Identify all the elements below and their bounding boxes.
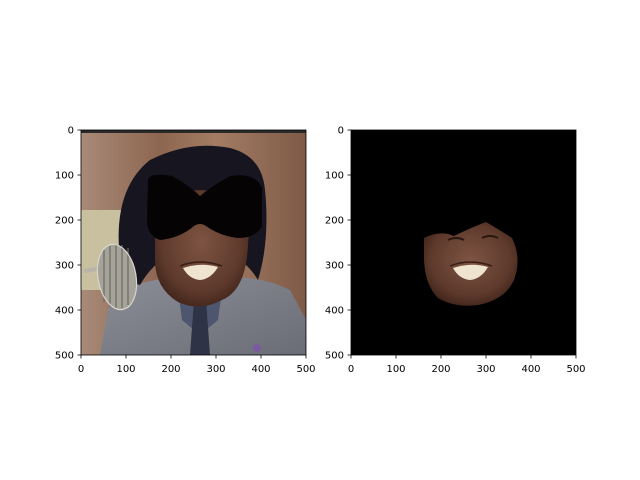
eye-mask [147, 174, 262, 240]
right-ytick-label: 400 [325, 306, 344, 317]
right-image-panel: 0 100 200 300 400 500 0 100 200 300 400 500 [325, 126, 586, 376]
left-ytick-label: 500 [55, 351, 74, 362]
top-edge [81, 130, 306, 133]
face-teeth [453, 264, 488, 280]
left-xtick-label: 200 [161, 364, 180, 375]
right-axes-frame [350, 129, 577, 356]
right-ytick-label: 500 [325, 351, 344, 362]
right-axes-ticks: 0 100 200 300 400 500 0 100 200 300 400 500 [325, 126, 586, 376]
left-xtick-label: 100 [116, 364, 135, 375]
right-ytick-label: 200 [325, 216, 344, 227]
tie [190, 300, 210, 355]
microphone [83, 243, 138, 311]
right-xtick-label: 400 [521, 364, 540, 375]
face-left-eye [447, 237, 465, 241]
left-ytick-label: 400 [55, 306, 74, 317]
right-ytick-label: 0 [338, 126, 344, 137]
upper-lip [179, 261, 223, 267]
left-ytick-label: 0 [68, 126, 74, 137]
left-axes-frame [80, 129, 307, 356]
left-ytick-label: 100 [55, 171, 74, 182]
right-ytick-label: 100 [325, 171, 344, 182]
face-upper-lip [449, 261, 493, 267]
left-xtick-label: 400 [251, 364, 270, 375]
left-xtick-label: 0 [78, 364, 84, 375]
left-ytick-label: 200 [55, 216, 74, 227]
left-image-panel: 0 100 200 300 400 500 0 100 200 300 400 500 [55, 126, 316, 376]
right-ytick-label: 300 [325, 261, 344, 272]
right-xtick-label: 500 [566, 364, 585, 375]
face-right-eye [481, 235, 499, 239]
right-xtick-label: 200 [431, 364, 450, 375]
face-region [424, 222, 518, 306]
teeth [183, 264, 218, 280]
right-xtick-label: 100 [386, 364, 405, 375]
right-xtick-label: 300 [476, 364, 495, 375]
left-xtick-label: 300 [206, 364, 225, 375]
left-xtick-label: 500 [296, 364, 315, 375]
original-photo [81, 130, 306, 355]
lapel-pin [253, 344, 261, 352]
right-xtick-label: 0 [348, 364, 354, 375]
segmented-face [351, 130, 576, 355]
left-ytick-label: 300 [55, 261, 74, 272]
left-axes-ticks: 0 100 200 300 400 500 0 100 200 300 400 500 [55, 126, 316, 376]
